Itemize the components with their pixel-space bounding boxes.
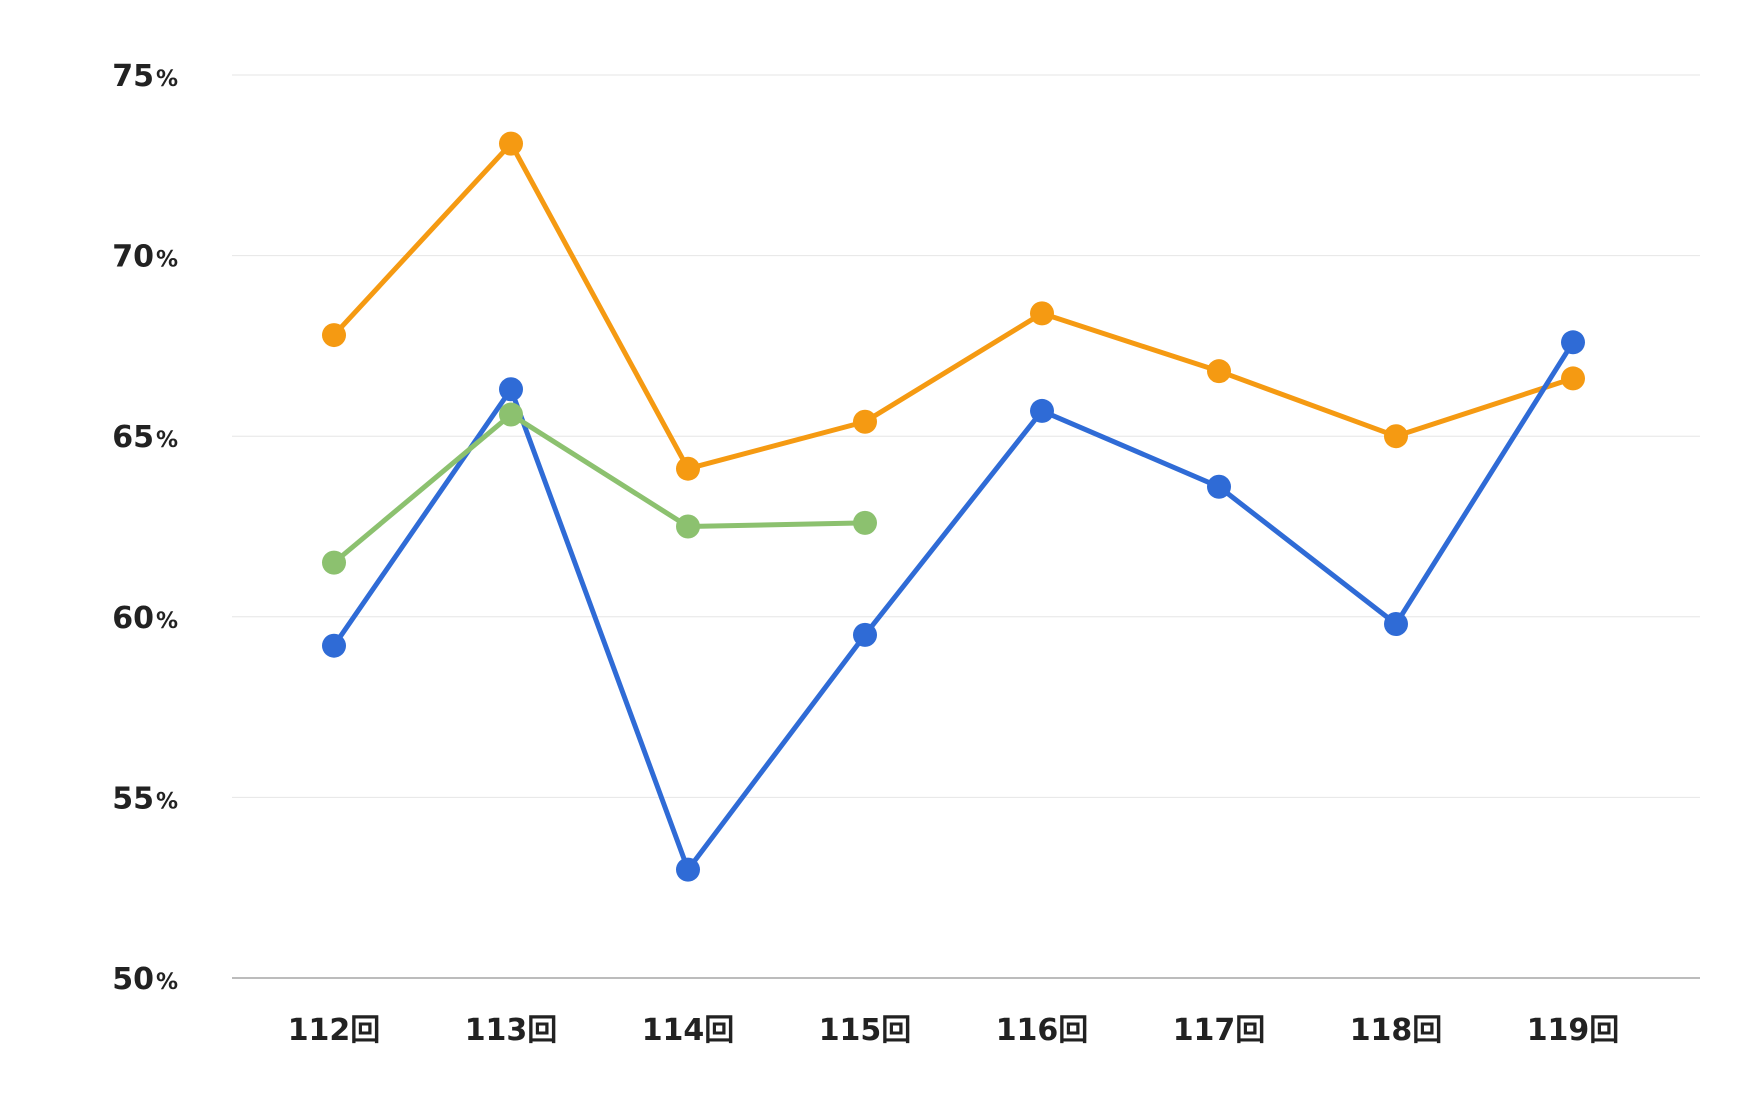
x-tick-label: 117回 <box>1173 1013 1266 1048</box>
data-point <box>676 857 700 882</box>
x-tick-label: 115回 <box>819 1013 912 1048</box>
series-2 <box>322 330 1585 882</box>
data-point <box>322 550 346 575</box>
y-tick-label: 55% <box>112 781 178 816</box>
data-point <box>1207 359 1231 384</box>
y-tick-label: 60% <box>112 601 178 636</box>
y-tick-value: 60 <box>112 601 154 636</box>
data-point <box>676 456 700 481</box>
data-point <box>1030 301 1054 326</box>
y-tick-value: 55 <box>112 781 154 816</box>
y-tick-value: 70 <box>112 240 154 275</box>
y-tick-suffix: % <box>156 428 178 453</box>
y-tick-suffix: % <box>156 970 178 995</box>
data-point <box>853 622 877 647</box>
data-point <box>499 402 523 427</box>
y-tick-value: 65 <box>112 420 154 455</box>
x-tick-label: 112回 <box>288 1013 381 1048</box>
data-point <box>499 377 523 402</box>
y-tick-value: 50 <box>112 962 154 997</box>
y-tick-suffix: % <box>156 67 178 92</box>
y-axis-ticks: 50%55%60%65%70%75% <box>112 59 178 997</box>
y-tick-label: 50% <box>112 962 178 997</box>
series-line <box>331 141 1576 472</box>
y-tick-label: 75% <box>112 59 178 94</box>
y-tick-suffix: % <box>156 248 178 273</box>
data-point <box>322 323 346 348</box>
y-tick-label: 65% <box>112 420 178 455</box>
y-tick-value: 75 <box>112 59 154 94</box>
x-tick-label: 116回 <box>996 1013 1089 1048</box>
series-line <box>331 412 868 566</box>
data-point <box>1207 474 1231 499</box>
x-tick-label: 118回 <box>1350 1013 1443 1048</box>
data-point <box>499 131 523 156</box>
data-point <box>1030 398 1054 423</box>
series-line <box>331 339 1576 873</box>
data-point <box>853 510 877 535</box>
data-point <box>1384 612 1408 637</box>
data-point <box>322 633 346 658</box>
data-point <box>1561 366 1585 391</box>
x-tick-label: 114回 <box>642 1013 735 1048</box>
x-axis-ticks: 112回 113回 114回 115回 116回 117回 118回 119回 <box>288 1013 1620 1048</box>
data-point <box>1384 424 1408 449</box>
y-tick-label: 70% <box>112 240 178 275</box>
series-1 <box>322 131 1585 481</box>
data-point <box>853 409 877 434</box>
x-tick-label: 119回 <box>1527 1013 1620 1048</box>
series-3 <box>322 402 877 575</box>
data-point <box>676 514 700 539</box>
series-group <box>322 131 1585 882</box>
data-point <box>1561 330 1585 355</box>
y-tick-suffix: % <box>156 609 178 634</box>
x-tick-label: 113回 <box>465 1013 558 1048</box>
y-tick-suffix: % <box>156 789 178 814</box>
